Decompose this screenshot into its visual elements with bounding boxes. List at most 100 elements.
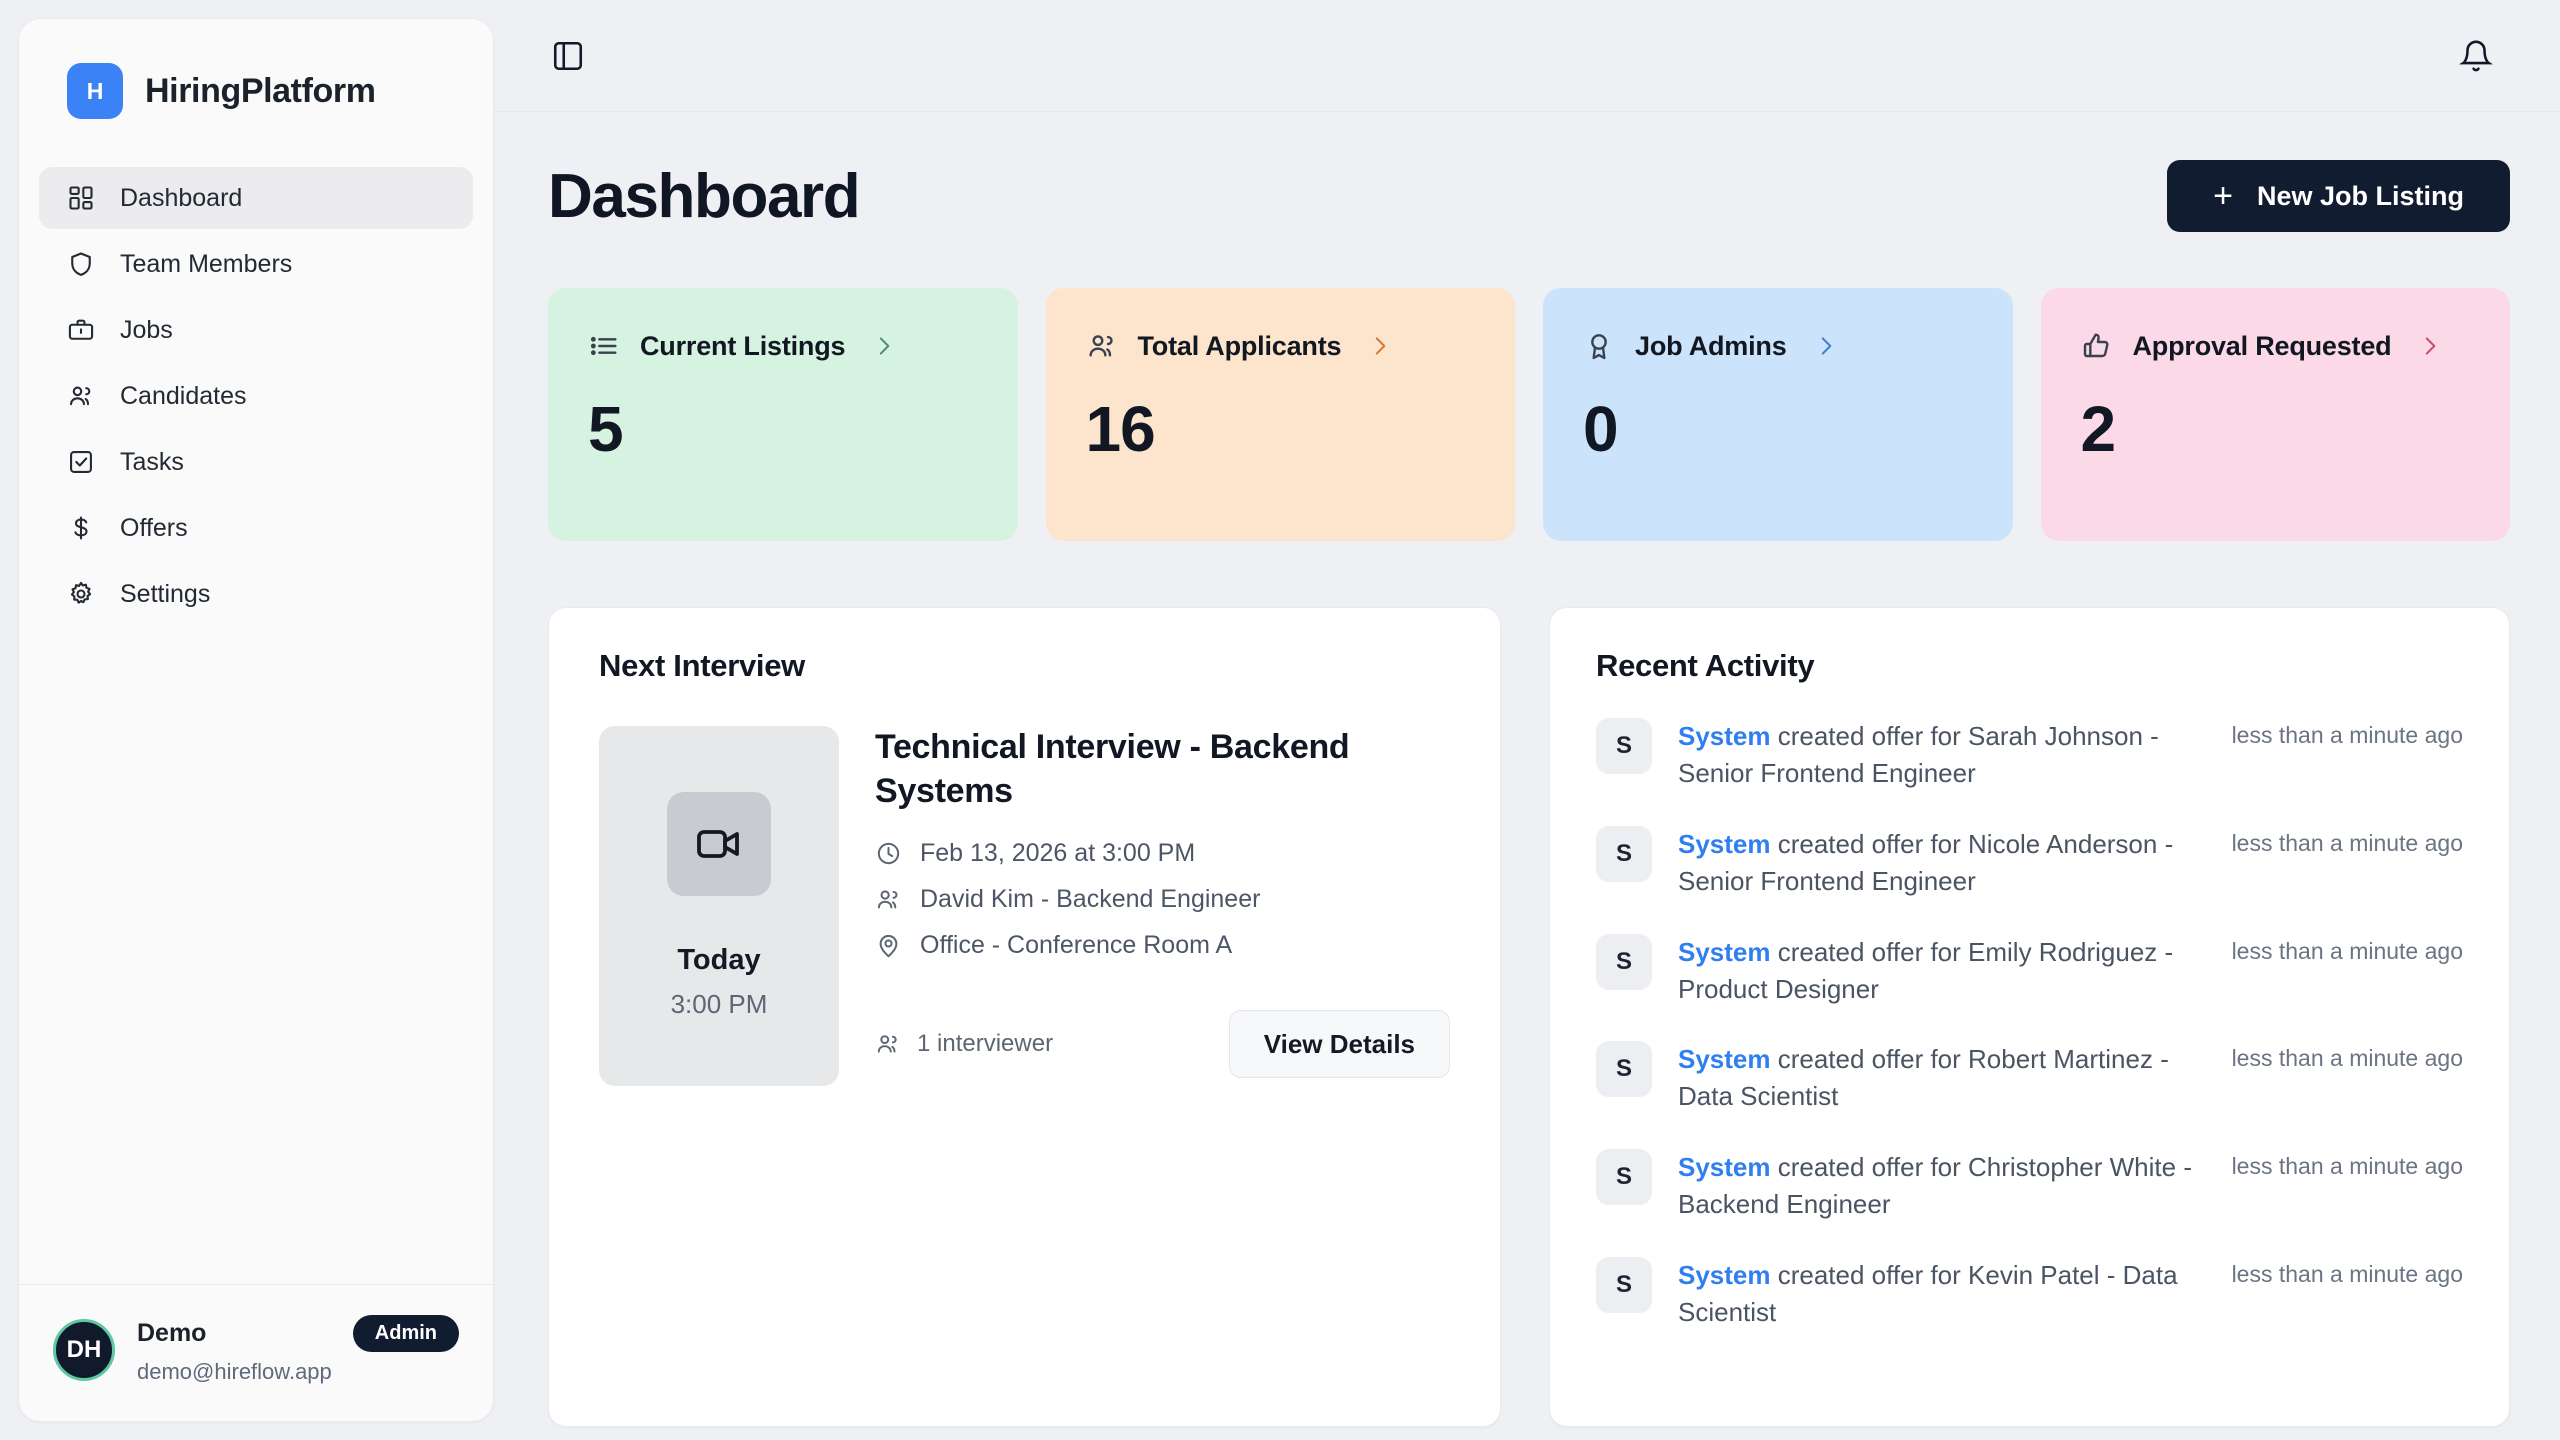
sidebar: H HiringPlatform Dashboard Team Members Jo… xyxy=(0,0,494,1440)
sidebar-item-label: Candidates xyxy=(120,381,247,410)
stat-card-approval-requested[interactable]: Approval Requested 2 xyxy=(2040,288,2510,541)
activity-text: System created offer for Kevin Patel - D… xyxy=(1678,1257,2206,1331)
activity-actor[interactable]: System xyxy=(1678,936,1771,967)
recent-activity-panel: Recent Activity S System created offer fo… xyxy=(1549,607,2510,1427)
interview-meta-text: David Kim - Backend Engineer xyxy=(920,885,1261,914)
activity-detail: created offer for Nicole Anderson - Seni… xyxy=(1678,828,2174,896)
users-icon xyxy=(875,1031,901,1057)
stat-card-total-applicants[interactable]: Total Applicants 16 xyxy=(1045,288,1515,541)
stat-value: 2 xyxy=(2080,393,2117,465)
sidebar-toggle-icon[interactable] xyxy=(544,32,592,80)
sidebar-item-candidates[interactable]: Candidates xyxy=(39,365,473,427)
activity-timestamp: less than a minute ago xyxy=(2231,1153,2463,1180)
sidebar-item-dashboard[interactable]: Dashboard xyxy=(39,167,473,229)
stat-label: Current Listings xyxy=(640,330,846,361)
video-camera-icon xyxy=(667,792,771,896)
sidebar-spacer xyxy=(19,625,493,1284)
activity-avatar: S xyxy=(1596,825,1652,882)
sidebar-item-offers[interactable]: Offers xyxy=(39,497,473,559)
activity-actor[interactable]: System xyxy=(1678,1152,1771,1183)
activity-timestamp: less than a minute ago xyxy=(2231,1045,2463,1072)
pin-icon xyxy=(875,932,902,959)
activity-detail: created offer for Kevin Patel - Data Sci… xyxy=(1678,1260,2178,1327)
interview-meta: Feb 13, 2026 at 3:00 PM David Kim - Backe… xyxy=(875,839,1450,960)
chevron-right-icon[interactable] xyxy=(2417,333,2443,359)
chevron-right-icon[interactable] xyxy=(1367,333,1393,359)
view-details-button[interactable]: View Details xyxy=(1228,1010,1450,1079)
activity-text: System created offer for Robert Martinez… xyxy=(1678,1041,2206,1115)
activity-timestamp: less than a minute ago xyxy=(2231,829,2463,856)
interview-meta-text: Feb 13, 2026 at 3:00 PM xyxy=(920,839,1196,868)
interview-meta-row: Office - Conference Room A xyxy=(875,931,1450,960)
interview-heading: Technical Interview - Backend Systems xyxy=(875,728,1350,810)
activity-row: S System created offer for Kevin Patel - … xyxy=(1596,1257,2463,1331)
activity-list: S System created offer for Sarah Johnson … xyxy=(1596,718,2463,1331)
activity-text: System created offer for Sarah Johnson -… xyxy=(1678,718,2206,792)
recent-activity-title: Recent Activity xyxy=(1596,648,1815,683)
chevron-right-icon[interactable] xyxy=(871,333,897,359)
stat-value: 5 xyxy=(588,393,624,465)
user-profile[interactable]: DH Demo Admin demo@hireflow.app xyxy=(19,1284,493,1421)
list-icon xyxy=(588,330,620,362)
sidebar-item-label: Tasks xyxy=(120,447,184,476)
new-job-listing-label: New Job Listing xyxy=(2256,180,2464,211)
activity-row: S System created offer for Robert Martine… xyxy=(1596,1041,2463,1115)
interview-day-label: Today xyxy=(677,944,761,976)
sidebar-item-label: Jobs xyxy=(120,315,173,344)
user-name: Demo xyxy=(137,1319,207,1347)
interview-meta-text: Office - Conference Room A xyxy=(920,931,1233,960)
avatar: DH xyxy=(53,1319,115,1381)
stat-label: Approval Requested xyxy=(2132,330,2392,361)
sidebar-item-jobs[interactable]: Jobs xyxy=(39,299,473,361)
sidebar-item-label: Settings xyxy=(120,579,211,608)
dashboard-panels: Next Interview Today 3:00 PM xyxy=(548,607,2510,1427)
activity-row: S System created offer for Nicole Anderso… xyxy=(1596,825,2463,900)
page-header: Dashboard + New Job Listing xyxy=(548,160,2510,232)
brand-logo-icon: H xyxy=(67,63,123,119)
shield-icon xyxy=(67,250,95,278)
activity-row: S System created offer for Christopher Wh… xyxy=(1596,1149,2463,1223)
interviewer-count: 1 interviewer xyxy=(875,1030,1053,1058)
briefcase-icon xyxy=(67,316,95,344)
activity-text: System created offer for Christopher Whi… xyxy=(1678,1149,2206,1223)
next-interview-panel: Next Interview Today 3:00 PM xyxy=(548,607,1501,1427)
sidebar-item-label: Dashboard xyxy=(120,183,243,212)
activity-avatar: S xyxy=(1596,933,1652,990)
sidebar-item-label: Offers xyxy=(120,513,188,542)
activity-actor[interactable]: System xyxy=(1678,721,1771,751)
stat-cards: Current Listings 5 Total Applicants 16 Job A… xyxy=(548,288,2510,541)
activity-actor[interactable]: System xyxy=(1678,1044,1771,1075)
stat-card-current-listings[interactable]: Current Listings 5 xyxy=(548,288,1018,541)
activity-text: System created offer for Nicole Anderson… xyxy=(1678,826,2206,900)
activity-row: S System created offer for Sarah Johnson … xyxy=(1596,718,2463,792)
thumbs-up-icon xyxy=(2081,330,2113,362)
page-title: Dashboard xyxy=(548,161,861,231)
sidebar-item-team-members[interactable]: Team Members xyxy=(39,233,473,295)
sidebar-nav: Dashboard Team Members Jobs Candidates Tasks… xyxy=(19,167,493,625)
role-badge: Admin xyxy=(352,1315,459,1352)
stat-label: Job Admins xyxy=(1635,330,1787,361)
activity-detail: created offer for Emily Rodriguez - Prod… xyxy=(1678,936,2174,1004)
activity-timestamp: less than a minute ago xyxy=(2231,937,2463,964)
brand-name: HiringPlatform xyxy=(145,71,376,110)
users-icon xyxy=(1086,330,1118,362)
activity-avatar: S xyxy=(1596,718,1652,774)
users-icon xyxy=(67,382,95,410)
activity-row: S System created offer for Emily Rodrigue… xyxy=(1596,933,2463,1008)
bell-icon[interactable] xyxy=(2452,32,2500,80)
sidebar-item-settings[interactable]: Settings xyxy=(39,563,473,625)
activity-actor[interactable]: System xyxy=(1678,828,1771,859)
activity-actor[interactable]: System xyxy=(1678,1260,1771,1291)
sidebar-item-tasks[interactable]: Tasks xyxy=(39,431,473,493)
interviewer-count-label: 1 interviewer xyxy=(917,1030,1054,1058)
activity-detail: created offer for Christopher White - Ba… xyxy=(1678,1152,2192,1220)
activity-timestamp: less than a minute ago xyxy=(2231,1261,2463,1288)
activity-avatar: S xyxy=(1596,1149,1652,1206)
dollar-icon xyxy=(67,514,95,542)
chevron-right-icon[interactable] xyxy=(1813,333,1839,359)
activity-text: System created offer for Emily Rodriguez… xyxy=(1678,934,2206,1008)
stat-card-job-admins[interactable]: Job Admins 0 xyxy=(1543,288,2013,541)
plus-icon: + xyxy=(2213,177,2233,215)
new-job-listing-button[interactable]: + New Job Listing xyxy=(2167,160,2510,232)
gear-icon xyxy=(67,580,95,608)
